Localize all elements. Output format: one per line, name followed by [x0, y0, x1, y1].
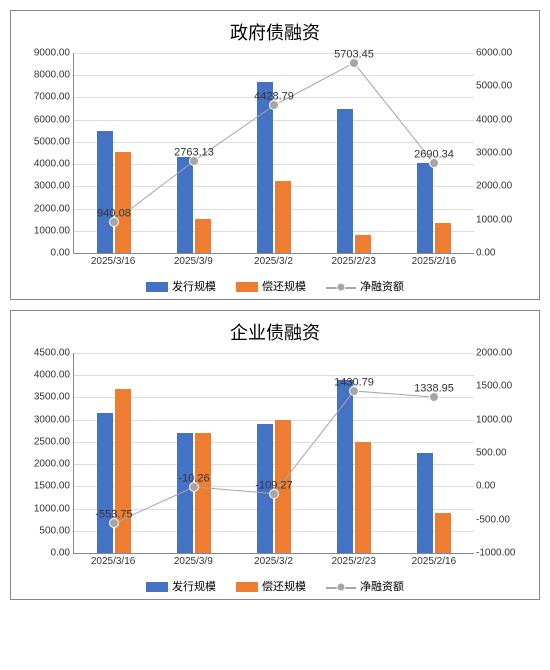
y1-tick-label: 1000.00	[22, 225, 70, 236]
x-tick-label: 2025/2/23	[331, 556, 376, 567]
line-data-label: 5703.45	[334, 48, 374, 60]
y1-tick-label: 6000.00	[22, 114, 70, 125]
chart-corp: 企业债融资0.00500.001000.001500.002000.002500…	[10, 310, 540, 600]
y1-tick-label: 4000.00	[22, 159, 70, 170]
chart-title: 企业债融资	[21, 319, 529, 345]
y2-tick-label: 1500.00	[476, 381, 524, 392]
bar-series2	[115, 389, 131, 553]
y1-tick-label: 4000.00	[22, 370, 70, 381]
bar-series1	[337, 380, 353, 553]
y2-tick-label: 0.00	[476, 248, 524, 259]
y1-tick-label: 8000.00	[22, 70, 70, 81]
x-tick-label: 2025/3/2	[254, 556, 293, 567]
legend-label: 偿还规模	[262, 581, 306, 593]
y2-tick-label: 6000.00	[476, 48, 524, 59]
legend-item: 净融资额	[326, 278, 404, 294]
y1-tick-label: 3500.00	[22, 392, 70, 403]
x-tick-label: 2025/2/16	[412, 256, 457, 267]
line-data-label: 1430.79	[334, 377, 374, 389]
x-tick-label: 2025/3/9	[174, 556, 213, 567]
legend-label: 偿还规模	[262, 281, 306, 293]
y1-tick-label: 3000.00	[22, 414, 70, 425]
line-data-label: -553.75	[95, 509, 132, 521]
line-data-label: 2763.13	[174, 146, 214, 158]
y1-tick-label: 1500.00	[22, 481, 70, 492]
y2-tick-label: 1000.00	[476, 214, 524, 225]
bar-series1	[97, 131, 113, 253]
x-tick-label: 2025/3/16	[91, 256, 136, 267]
plot-area: 0.001000.002000.003000.004000.005000.006…	[73, 53, 474, 254]
y2-tick-label: 0.00	[476, 481, 524, 492]
line-data-label: 4428.79	[254, 91, 294, 103]
legend: 发行规模 偿还规模 净融资额	[21, 578, 529, 594]
y2-tick-label: 2000.00	[476, 181, 524, 192]
y2-tick-label: 4000.00	[476, 114, 524, 125]
bar-series2	[355, 235, 371, 253]
y2-tick-label: 500.00	[476, 448, 524, 459]
line-data-label: 2690.34	[414, 149, 454, 161]
bar-series1	[97, 413, 113, 553]
line-data-label: -109.27	[255, 479, 292, 491]
y2-tick-label: 2000.00	[476, 348, 524, 359]
y2-tick-label: 3000.00	[476, 148, 524, 159]
y1-tick-label: 2000.00	[22, 459, 70, 470]
legend-item: 净融资额	[326, 578, 404, 594]
legend-item: 偿还规模	[236, 578, 306, 594]
legend-label: 净融资额	[360, 281, 404, 293]
y1-tick-label: 1000.00	[22, 503, 70, 514]
legend: 发行规模 偿还规模 净融资额	[21, 278, 529, 294]
legend-label: 发行规模	[172, 581, 216, 593]
x-tick-label: 2025/2/16	[412, 556, 457, 567]
bar-series1	[417, 453, 433, 553]
x-tick-label: 2025/2/23	[331, 256, 376, 267]
bar-series2	[275, 181, 291, 253]
x-tick-label: 2025/3/2	[254, 256, 293, 267]
x-tick-label: 2025/3/9	[174, 256, 213, 267]
y2-tick-label: 5000.00	[476, 81, 524, 92]
bar-series2	[115, 152, 131, 253]
bar-series1	[177, 433, 193, 553]
y1-tick-label: 9000.00	[22, 48, 70, 59]
y1-tick-label: 2500.00	[22, 436, 70, 447]
legend-item: 偿还规模	[236, 278, 306, 294]
bar-series2	[435, 223, 451, 253]
y1-tick-label: 4500.00	[22, 348, 70, 359]
y1-tick-label: 5000.00	[22, 136, 70, 147]
y1-tick-label: 2000.00	[22, 203, 70, 214]
bar-series2	[195, 219, 211, 253]
plot-area: 0.00500.001000.001500.002000.002500.0030…	[73, 353, 474, 554]
y2-tick-label: -1000.00	[476, 548, 524, 559]
legend-label: 净融资额	[360, 581, 404, 593]
bar-series2	[195, 433, 211, 553]
chart-title: 政府债融资	[21, 19, 529, 45]
line-data-label: 940.08	[97, 207, 131, 219]
legend-item: 发行规模	[146, 278, 216, 294]
bar-series2	[435, 513, 451, 553]
legend-label: 发行规模	[172, 281, 216, 293]
bar-series2	[355, 442, 371, 553]
line-data-label: -10.26	[178, 473, 209, 485]
chart-gov: 政府债融资0.001000.002000.003000.004000.00500…	[10, 10, 540, 300]
y2-tick-label: 1000.00	[476, 414, 524, 425]
y1-tick-label: 500.00	[22, 525, 70, 536]
y1-tick-label: 0.00	[22, 248, 70, 259]
y1-tick-label: 0.00	[22, 548, 70, 559]
y1-tick-label: 3000.00	[22, 181, 70, 192]
x-tick-label: 2025/3/16	[91, 556, 136, 567]
bar-series1	[417, 163, 433, 253]
line-data-label: 1338.95	[414, 383, 454, 395]
bar-series1	[337, 109, 353, 253]
legend-item: 发行规模	[146, 578, 216, 594]
bar-series1	[177, 157, 193, 253]
y1-tick-label: 7000.00	[22, 92, 70, 103]
y2-tick-label: -500.00	[476, 514, 524, 525]
